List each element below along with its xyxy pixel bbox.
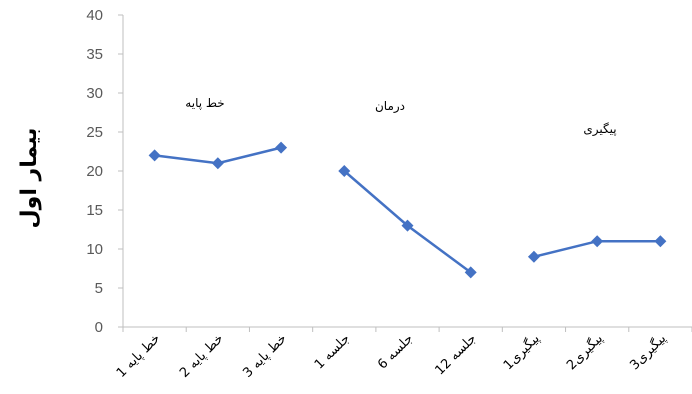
- data-point-marker: [148, 149, 161, 162]
- y-tick-label: 20: [86, 163, 103, 180]
- y-tick-labels: 0 5 10 15 20 25 30 35 40: [86, 7, 103, 336]
- x-tick-label: خط پایه 3: [240, 331, 290, 381]
- x-tick-label: پیگیری1: [500, 330, 543, 373]
- y-tick-label: 0: [95, 319, 103, 336]
- data-point-marker: [275, 141, 288, 154]
- data-point-marker: [527, 250, 540, 263]
- y-tick-label: 5: [95, 280, 103, 297]
- y-axis-label: بیمار اول: [17, 128, 42, 229]
- x-tick-labels: خط پایه 1 خط پایه 2 خط پایه 3 جلسه 1 جلسه 6 ج…: [114, 330, 670, 381]
- phase-label-treatment: درمان: [375, 99, 405, 114]
- y-tick-label: 35: [86, 46, 103, 63]
- data-point-marker: [654, 235, 667, 248]
- y-tick-label: 40: [86, 7, 103, 24]
- series-group: [148, 141, 667, 279]
- x-tick-label: خط پایه 1: [114, 331, 164, 381]
- y-tick-label: 25: [86, 124, 103, 141]
- phase-label-followup: پیگیری: [583, 122, 616, 137]
- y-tick-label: 30: [86, 85, 103, 102]
- data-point-marker: [591, 235, 604, 248]
- data-point-marker: [211, 157, 224, 170]
- data-point-marker: [401, 219, 414, 232]
- data-point-marker: [338, 165, 351, 177]
- y-tick-label: 15: [86, 202, 103, 219]
- phase-label-baseline: خط پایه: [185, 96, 224, 110]
- x-tick-label: پیگیری2: [563, 330, 606, 373]
- x-tick-label: خط پایه 2: [177, 331, 227, 381]
- y-tick-label: 10: [86, 241, 103, 258]
- axes: [118, 14, 692, 332]
- data-point-marker: [464, 266, 477, 279]
- x-tick-label: جلسه 1: [312, 331, 353, 372]
- x-tick-label: جلسه 12: [432, 331, 479, 378]
- x-tick-label: پیگیری3: [627, 330, 670, 373]
- x-tick-label: جلسه 6: [375, 331, 416, 372]
